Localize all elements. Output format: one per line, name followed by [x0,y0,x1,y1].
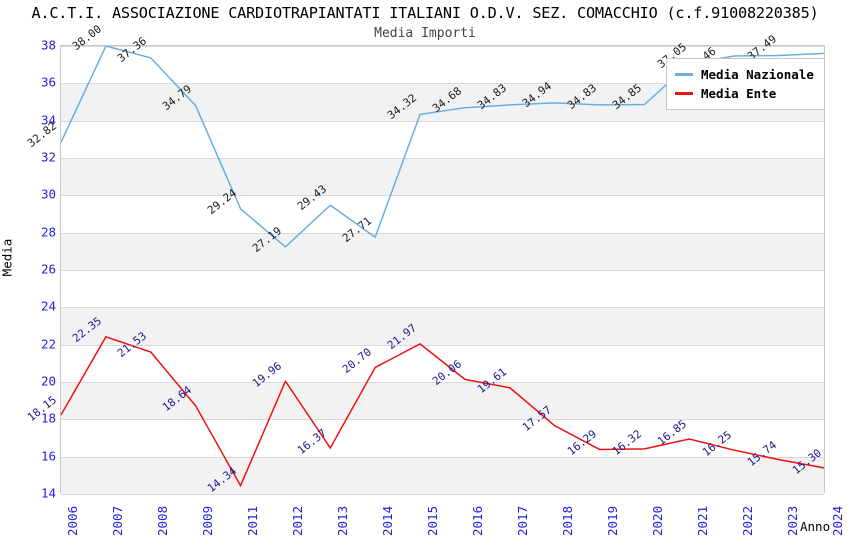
plot-area: 32.82 38.00 37.36 34.79 29.24 27.19 29.43 27.71… [25,22,825,495]
x-tick-label: 2014 [380,505,395,536]
gridline [61,382,824,383]
data-point-label: 16.37 [294,426,330,457]
y-tick-label: 36 [40,74,56,90]
data-point-label: 20.70 [339,345,375,376]
background-band [61,232,824,270]
data-point-label: 16.29 [564,427,600,459]
x-tick-label: 2019 [605,505,620,536]
legend-swatch-media-nazionale [675,73,693,76]
x-tick-label: 2018 [560,505,575,536]
data-point-label: 16.85 [654,417,690,448]
legend-item-media-nazionale[interactable]: Media Nazionale [675,65,814,84]
data-point-labels: 32.82 38.00 37.36 34.79 29.24 27.19 29.43 27.71… [25,22,825,495]
x-tick-label: 2008 [155,505,170,536]
gridline [61,158,824,159]
data-point-label: 14.34 [204,464,240,495]
data-point-label: 34.68 [429,84,465,115]
background-band [61,307,824,345]
x-axis-tick-labels: 2006 2007 2008 2009 2011 2012 2013 2014 2015 2016… [60,496,845,542]
x-tick-label: 2012 [290,505,305,536]
background-band [61,382,824,420]
x-tick-label: 2022 [740,505,755,536]
chart-legend: Media Nazionale Media Ente [666,58,825,110]
y-tick-label: 18 [40,410,56,426]
y-tick-label: 16 [40,448,56,464]
gridline [61,120,824,122]
data-point-label: 34.94 [519,79,555,111]
data-point-label: 20.06 [429,357,465,388]
gridline [61,344,824,346]
data-point-label: 19.61 [474,365,510,397]
data-point-label: 22.35 [69,314,105,346]
y-tick-label: 20 [40,373,56,389]
data-point-label: 27.71 [339,214,375,246]
y-axis-tick-labels: 14 16 18 20 22 24 26 28 30 32 34 36 38 [0,38,56,501]
x-tick-label: 2023 [785,505,800,536]
gridline [61,456,824,458]
y-tick-label: 14 [40,485,56,501]
y-tick-label: 22 [40,336,56,352]
data-point-label: 16.25 [699,428,735,459]
x-tick-label: 2011 [245,505,260,536]
x-tick-label: 2009 [200,505,215,536]
x-tick-label: 2007 [110,505,125,536]
x-tick-label: 2015 [425,505,440,536]
background-band [61,456,824,494]
gridline [61,494,824,495]
data-point-label: 34.85 [609,81,645,112]
gridline [61,83,824,85]
legend-label-media-ente: Media Ente [701,86,777,101]
data-point-label: 27.19 [249,224,285,255]
gridline [61,46,824,47]
legend-swatch-media-ente [675,92,693,95]
y-tick-label: 38 [40,37,56,53]
data-point-label: 34.83 [474,81,510,113]
data-point-label: 21.97 [384,321,420,353]
gridline [61,232,824,234]
y-tick-label: 24 [40,298,56,314]
data-point-label: 34.32 [384,91,420,122]
gridline [61,419,824,421]
series-line-media-ente [61,335,824,488]
chart-subtitle: Media Importi [374,26,476,41]
data-point-label: 19.96 [249,359,285,390]
y-tick-label: 32 [40,149,56,165]
background-band [61,158,824,196]
gridline [61,270,824,271]
x-tick-label: 2024 [830,505,845,536]
data-point-label: 15.74 [744,437,780,469]
background-bands [61,46,824,494]
x-axis-title: Anno [800,519,831,534]
data-point-label: 34.79 [159,82,195,113]
data-point-label: 18.64 [159,383,195,415]
y-tick-label: 26 [40,261,56,277]
x-tick-label: 2017 [515,505,530,536]
data-point-label: 15.30 [789,446,825,477]
x-tick-label: 2013 [335,505,350,536]
chart-title: A.C.T.I. ASSOCIAZIONE CARDIOTRAPIANTATI … [31,4,819,22]
y-tick-label: 28 [40,224,56,240]
gridline [61,195,824,197]
data-point-label: 29.24 [204,185,240,217]
data-point-label: 34.83 [564,81,600,113]
gridlines [61,46,824,495]
x-tick-label: 2006 [65,505,80,536]
data-point-label: 16.32 [609,427,645,458]
y-tick-label: 30 [40,186,56,202]
data-point-label: 29.43 [294,182,330,213]
data-point-label: 21.53 [114,329,150,361]
legend-label-media-nazionale: Media Nazionale [701,67,814,82]
gridline [61,307,824,309]
legend-item-media-ente[interactable]: Media Ente [675,84,814,103]
y-tick-label: 34 [40,112,56,128]
x-tick-label: 2020 [650,505,665,536]
data-point-label: 17.57 [519,403,555,435]
x-tick-label: 2021 [695,505,710,536]
x-tick-label: 2016 [470,505,485,536]
